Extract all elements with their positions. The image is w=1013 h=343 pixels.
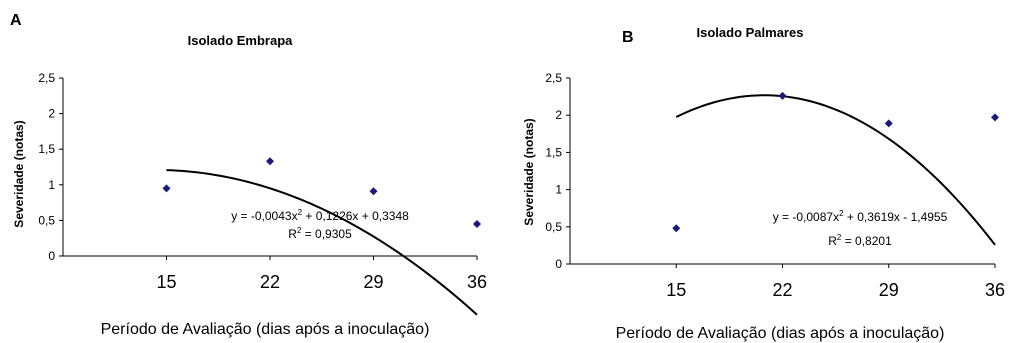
data-point [369,187,378,196]
x-axis-label: Período de Avaliação (dias após a inocul… [101,321,430,338]
y-tick-label: 0 [48,249,55,263]
panel-letter: A [10,12,22,29]
x-tick-label: 22 [260,272,280,292]
y-axis-label: Severidade (notas) [12,120,26,227]
data-point [991,113,999,122]
trendline [675,94,996,246]
trendline [166,169,478,316]
chart-title: Isolado Palmares [697,25,804,40]
y-tick-label: 0 [555,257,562,271]
r-squared-label: R2 = 0,8201 [828,233,892,248]
y-tick-label: 2 [48,107,55,121]
y-tick-label: 2,5 [38,71,55,85]
x-tick-label: 29 [879,280,899,300]
x-tick-label: 15 [156,272,176,292]
x-axis-label: Período de Avaliação (dias após a inocul… [616,325,945,342]
data-point [672,224,681,233]
chart-a: A Isolado Embrapa Severidade (notas) Per… [10,12,487,338]
data-point [778,91,787,100]
y-tick-label: 0,5 [545,220,562,234]
chart-panel-b: B Isolado Palmares Severidade (notas) Pe… [500,0,1013,343]
r-squared-label: R2 = 0,9305 [288,226,352,241]
trendline-equation: y = -0,0043x2 + 0,1226x + 0,3348 [231,208,409,223]
x-tick-label: 36 [467,272,487,292]
data-point [473,219,481,228]
y-tick-label: 0,5 [38,213,55,227]
data-point [162,184,171,193]
y-tick-label: 1,5 [38,142,55,156]
data-point [266,157,274,166]
x-tick-label: 36 [985,280,1005,300]
chart-title: Isolado Embrapa [188,33,294,48]
trendline-equation: y = -0,0087x2 + 0,3619x - 1,4955 [773,209,948,224]
chart-b: B Isolado Palmares Severidade (notas) Pe… [522,25,1005,342]
data-point [884,119,893,128]
y-tick-label: 2,5 [545,71,562,85]
x-tick-label: 29 [363,272,383,292]
y-tick-label: 1 [555,183,562,197]
chart-panel-a: A Isolado Embrapa Severidade (notas) Per… [0,0,500,343]
x-tick-label: 22 [772,280,792,300]
panel-letter: B [622,29,634,46]
y-tick-label: 2 [555,108,562,122]
y-tick-label: 1,5 [545,145,562,159]
x-tick-label: 15 [666,280,686,300]
y-tick-label: 1 [48,178,55,192]
y-axis-label: Severidade (notas) [522,118,536,225]
